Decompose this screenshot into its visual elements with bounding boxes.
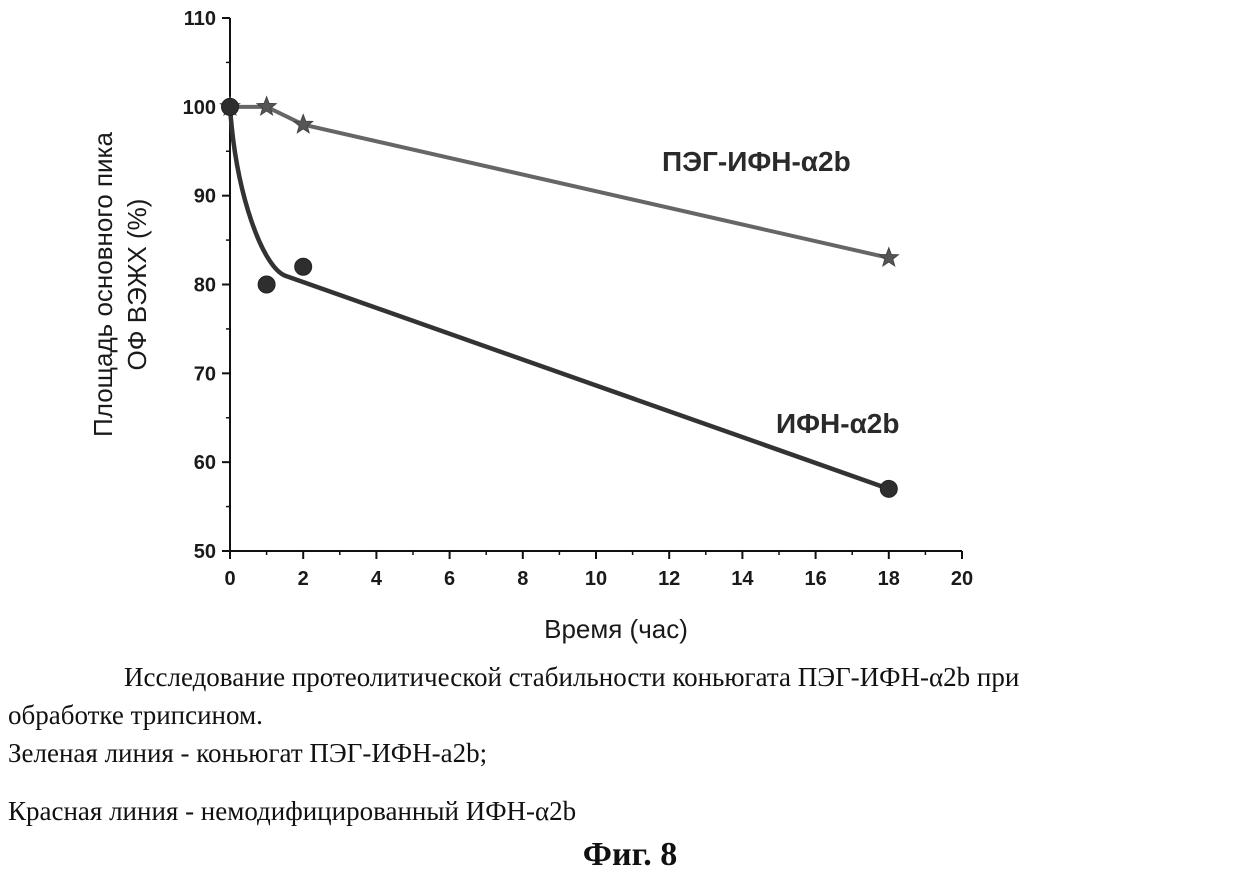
x-tick-label: 6 — [444, 568, 455, 590]
x-tick-label: 2 — [298, 568, 309, 590]
y-tick-label: 100 — [183, 97, 216, 119]
y-axis-title-line1: Площадь основного пика — [88, 132, 118, 437]
chart: 50 60 70 80 90 100 110 0 2 4 6 8 10 12 14 16 18 20 Время … — [0, 0, 1260, 660]
x-tick-label: 20 — [951, 568, 973, 590]
x-tick-label: 18 — [878, 568, 900, 590]
figure-number: Фиг. 8 — [0, 836, 1260, 874]
caption-line-1: Исследование протеолитической стабильнос… — [124, 662, 1019, 693]
y-tick-label: 110 — [184, 8, 216, 30]
data-point-ifn — [258, 276, 275, 293]
series-line-peg-ifn — [230, 107, 889, 258]
data-point-peg-ifn — [879, 248, 898, 266]
x-tick-label: 8 — [517, 568, 528, 590]
y-tick-label: 70 — [194, 363, 216, 385]
x-tick-label: 12 — [658, 568, 680, 590]
data-point-ifn — [295, 258, 312, 275]
caption-line-2: обработке трипсином. — [8, 700, 263, 731]
chart-labels: Время (час) Площадь основного пикаОФ ВЭЖХ… — [88, 132, 899, 644]
series-label-ifn: ИФН-α2b — [776, 408, 899, 439]
y-tick-label: 50 — [194, 541, 216, 563]
data-point-peg-ifn — [294, 115, 313, 133]
caption-line-4: Красная линия - немодифицированный ИФН-α… — [8, 796, 576, 827]
x-tick-label: 14 — [731, 568, 754, 590]
data-point-ifn — [880, 480, 897, 497]
x-tick-label: 4 — [371, 568, 383, 590]
x-axis-title: Время (час) — [544, 614, 688, 644]
caption-line-3: Зеленая линия - коньюгат ПЭГ-ИФН-a2b; — [8, 738, 487, 769]
x-tick-label: 10 — [585, 568, 607, 590]
axes: 50 60 70 80 90 100 110 0 2 4 6 8 10 12 14 16 18 20 — [183, 8, 974, 590]
data-point-ifn — [222, 98, 239, 115]
y-tick-label: 80 — [194, 275, 216, 297]
x-tick-label: 0 — [224, 568, 235, 590]
y-tick-label: 90 — [194, 186, 216, 208]
series-label-peg-ifn: ПЭГ-ИФН-α2b — [662, 146, 851, 177]
y-tick-label: 60 — [194, 452, 216, 474]
y-axis-title-line2: ОФ ВЭЖХ (%) — [122, 199, 152, 371]
x-tick-label: 16 — [804, 568, 826, 590]
